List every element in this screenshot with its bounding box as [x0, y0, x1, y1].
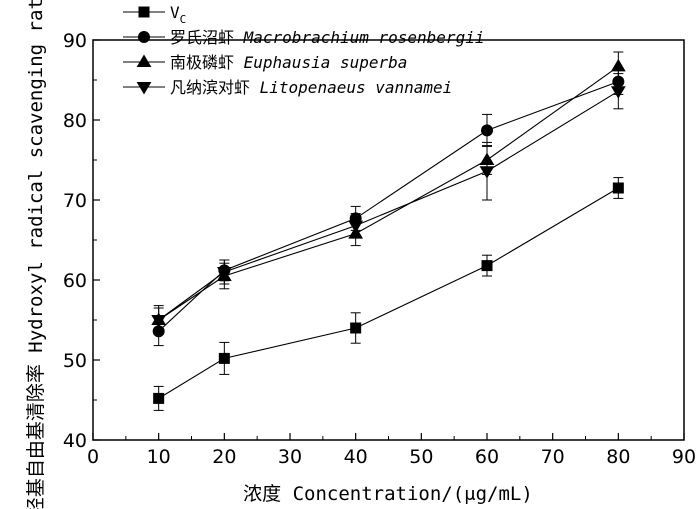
legend-marker: [136, 82, 152, 95]
x-tick-label: 0: [87, 446, 99, 468]
series-line: [158, 187, 619, 399]
x-tick-label: 80: [606, 446, 630, 468]
legend-item-3: 凡纳滨对虾 Litopenaeus vannamei: [123, 78, 452, 97]
data-point: [610, 86, 626, 99]
legend-item-1: 罗氏沼虾 Macrobrachium rosenbergii: [123, 28, 484, 47]
y-tick-label: 40: [63, 430, 87, 452]
data-point: [348, 220, 364, 234]
x-tick-label: 70: [541, 446, 565, 468]
legend-label: 凡纳滨对虾 Litopenaeus vannamei: [170, 78, 452, 97]
legend-label: VC: [170, 3, 186, 26]
data-point: [216, 267, 232, 280]
y-tick-label: 70: [63, 190, 87, 212]
data-point: [481, 260, 493, 272]
legend-label: 罗氏沼虾 Macrobrachium rosenbergii: [170, 28, 484, 47]
y-tick-label: 90: [63, 30, 87, 52]
legend-item-0: VC: [123, 3, 186, 26]
x-tick-label: 60: [475, 446, 499, 468]
x-tick-label: 90: [672, 446, 696, 468]
legend-marker: [138, 6, 150, 18]
x-tick-label: 10: [147, 446, 171, 468]
y-tick-label: 60: [63, 270, 87, 292]
y-axis-label: 羟基自由基清除率 Hydroxyl radical scavenging rat…: [25, 0, 47, 509]
x-axis-label: 浓度 Concentration/(μg/mL): [243, 483, 533, 505]
y-tick-label: 50: [63, 350, 87, 372]
data-point: [481, 124, 493, 137]
legend-marker: [136, 54, 152, 67]
x-tick-label: 40: [344, 446, 368, 468]
legend: VC 罗氏沼虾 Macrobrachium rosenbergii 南极磷虾 Eup…: [123, 3, 484, 97]
legend-marker: [138, 31, 150, 43]
series-3: [151, 73, 626, 333]
data-point: [612, 182, 624, 194]
data-point: [151, 315, 167, 328]
x-tick-label: 50: [409, 446, 433, 468]
x-tick-label: 30: [278, 446, 302, 468]
y-tick-label: 80: [63, 110, 87, 132]
data-point: [153, 392, 165, 404]
series-0: [153, 177, 624, 411]
axes: 0 10 20 30 40 50 60 70 80 90 40 50 60 70 80 90: [63, 30, 696, 468]
series-1: [152, 68, 625, 347]
data-point: [479, 166, 495, 179]
series-layer: [151, 51, 626, 411]
series-line: [158, 65, 619, 321]
series-line: [158, 81, 619, 332]
legend-item-2: 南极磷虾 Euphausia superba: [123, 53, 407, 72]
legend-label: 南极磷虾 Euphausia superba: [170, 53, 407, 72]
data-point: [218, 352, 230, 364]
data-point: [350, 322, 362, 334]
series-line: [158, 90, 619, 321]
x-tick-label: 20: [212, 446, 236, 468]
plot-frame: [92, 39, 685, 441]
data-point: [610, 58, 626, 72]
